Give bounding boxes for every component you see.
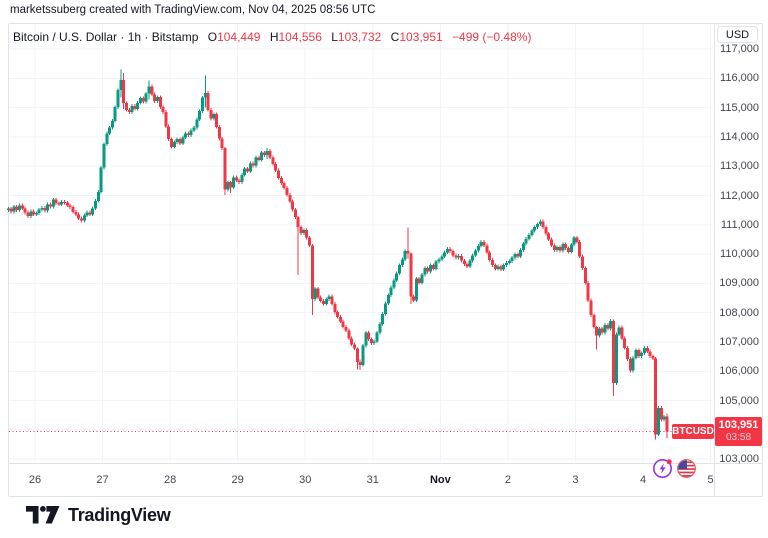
time-tick: 29 (231, 474, 244, 486)
price-tick: 103,000 (719, 453, 759, 466)
tradingview-logo-mark (26, 506, 60, 524)
ohlc-high-label: H (269, 30, 279, 44)
ohlc-high-value: 104,556 (278, 30, 322, 44)
time-tick: 5 (707, 474, 714, 486)
candle-countdown: 03:58 (725, 431, 752, 443)
currency-unit-button[interactable]: USD (717, 26, 758, 43)
ohlc-low-value: 103,732 (337, 30, 382, 44)
time-axis-separator (9, 463, 762, 464)
price-tick: 108,000 (719, 306, 759, 319)
price-tick: 116,000 (720, 72, 759, 85)
price-tick: 115,000 (720, 101, 759, 114)
symbol-title: Bitcoin / U.S. Dollar · 1h · Bitstamp (13, 30, 199, 44)
tradingview-logo[interactable]: TradingView (26, 505, 171, 526)
ohlc-close-label: C (390, 30, 400, 44)
last-price-symbol-tag: BTCUSD (672, 424, 714, 440)
time-tick: 27 (96, 474, 109, 486)
ohlc-open-label: O (207, 30, 218, 44)
ohlc-close-value: 103,951 (399, 30, 443, 44)
chart-card (8, 23, 763, 497)
ohlc-low-label: L (331, 30, 338, 44)
time-tick: 30 (299, 474, 312, 486)
price-tick: 114,000 (720, 130, 759, 143)
us-economic-event-icon[interactable] (676, 458, 697, 479)
price-tick: 109,000 (719, 277, 759, 290)
last-price-value: 103,951 (718, 419, 759, 432)
price-tick: 117,000 (720, 43, 759, 55)
change-value: −499 (−0.48%) (452, 30, 532, 44)
time-tick: 31 (366, 474, 379, 486)
price-axis-separator (714, 24, 715, 496)
ohlc-open-value: 104,449 (217, 30, 261, 44)
last-price-badge: 103,951 03:58 (715, 417, 762, 447)
time-tick: 3 (572, 474, 579, 486)
symbol-legend: Bitcoin / U.S. Dollar · 1h · Bitstamp O1… (13, 30, 531, 44)
time-tick: 28 (163, 474, 177, 486)
price-tick: 105,000 (719, 394, 759, 407)
price-tick: 111,000 (720, 218, 759, 231)
tradingview-logo-text: TradingView (68, 505, 171, 525)
price-tick: 112,000 (720, 189, 759, 202)
time-tick: 4 (639, 474, 647, 486)
price-tick: 106,000 (719, 365, 759, 378)
price-tick: 107,000 (719, 336, 759, 348)
time-tick: 2 (504, 474, 511, 486)
attribution-text: marketssuberg created with TradingView.c… (10, 4, 376, 16)
price-tick: 113,000 (720, 160, 759, 173)
time-tick: 26 (28, 474, 42, 486)
price-tick: 110,000 (720, 248, 759, 261)
time-tick: Nov (429, 474, 451, 486)
crypto-event-icon[interactable] (652, 458, 673, 479)
